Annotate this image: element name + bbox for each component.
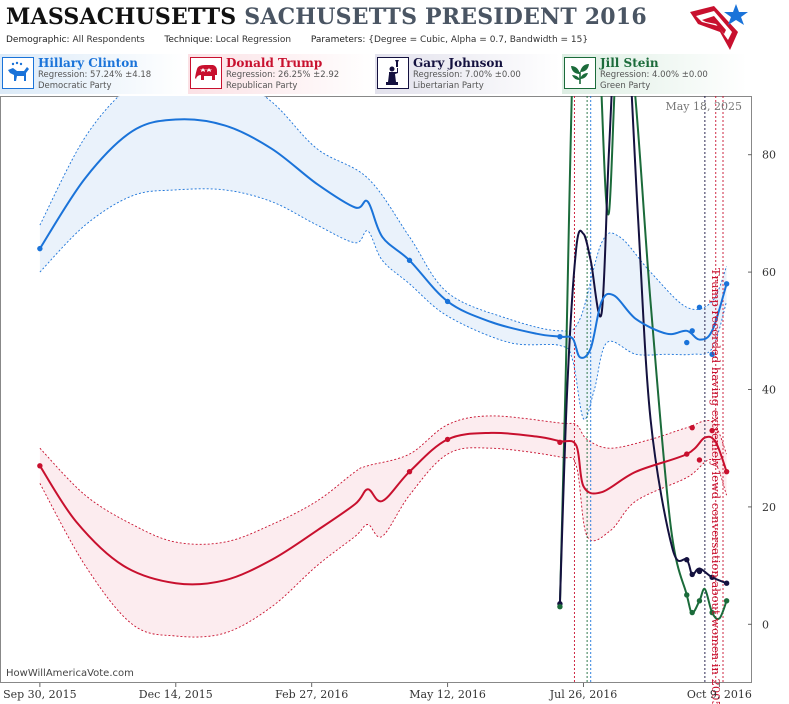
x-tick-label: May 12, 2016 — [409, 688, 486, 701]
legend-party: Republican Party — [226, 81, 298, 91]
candidate-legend: Hillary Clinton Regression: 57.24% ±4.18 D… — [0, 54, 789, 94]
poll-point — [696, 457, 703, 463]
legend-candidate-name: Jill Stein — [600, 56, 659, 70]
poll-point — [723, 580, 730, 586]
y-tick-label: 60 — [762, 266, 776, 279]
poll-point — [444, 298, 451, 305]
legend-party: Green Party — [600, 81, 651, 91]
regression-line-jill-stein — [558, 96, 728, 621]
poll-point — [37, 463, 43, 469]
as-of-date: May 18, 2025 — [665, 100, 742, 113]
howwillamericavote-logo-icon — [690, 4, 748, 50]
poll-point — [723, 598, 730, 604]
poll-point — [684, 339, 690, 346]
band-lower-1 — [39, 447, 728, 638]
y-tick-label: 0 — [762, 618, 769, 631]
legend-party: Libertarian Party — [413, 81, 484, 91]
y-tick-label: 20 — [762, 501, 776, 514]
poll-point — [709, 351, 715, 357]
site-watermark: HowWillAmericaVote.com — [6, 668, 134, 679]
poll-point — [696, 304, 703, 311]
page-title: MASSACHUSETTS SACHUSETTS PRESIDENT 2016 — [6, 4, 647, 30]
parameters-value: {Degree = Cubic, Alpha = 0.7, Bandwidth … — [368, 35, 589, 45]
legend-item-jill-stein: Jill Stein Regression: 4.00% ±0.00 Green P… — [562, 54, 747, 94]
legend-regression: Regression: 26.25% ±2.92 — [226, 70, 340, 80]
legend-candidate-name: Donald Trump — [226, 56, 323, 70]
legend-party: Democratic Party — [38, 81, 112, 91]
regression-line-hillary-clinton — [39, 118, 728, 359]
demographic-label: Demographic: — [6, 35, 70, 45]
poll-point — [37, 245, 43, 252]
poll-point — [696, 598, 703, 604]
poll-point — [689, 609, 695, 616]
band-lower-0 — [39, 188, 728, 420]
poll-point — [557, 439, 563, 446]
legend-regression: Regression: 7.00% ±0.00 — [413, 70, 521, 80]
elephant-icon — [190, 57, 222, 89]
donkey-icon — [2, 57, 34, 89]
y-tick-label: 40 — [762, 384, 776, 397]
band-upper-1 — [39, 415, 728, 545]
x-tick-label: Oct 9, 2016 — [687, 688, 752, 701]
demographic-value: All Respondents — [72, 35, 145, 45]
poll-point — [684, 592, 690, 598]
poll-point — [406, 257, 413, 264]
legend-regression: Regression: 57.24% ±4.18 — [38, 70, 152, 80]
poll-point — [696, 568, 703, 575]
legend-item-gary-johnson: Gary Johnson Regression: 7.00% ±0.00 Liber… — [375, 54, 560, 94]
parameters-label: Parameters: — [310, 35, 366, 45]
legend-candidate-name: Gary Johnson — [413, 56, 504, 70]
x-tick-label: Jul 26, 2016 — [549, 688, 618, 701]
legend-regression: Regression: 4.00% ±0.00 — [600, 70, 708, 80]
poll-point — [689, 424, 695, 431]
poll-point — [709, 574, 715, 581]
legend-item-hillary-clinton: Hillary Clinton Regression: 57.24% ±4.18 D… — [0, 54, 185, 94]
y-tick-label: 80 — [762, 149, 776, 162]
parameters-line: Demographic: All Respondents Technique: … — [6, 35, 588, 45]
poll-point — [723, 281, 730, 287]
poll-point — [557, 333, 563, 340]
title-race: SACHUSETTS PRESIDENT 2016 — [244, 4, 647, 30]
technique-value: Local Regression — [215, 35, 292, 45]
legend-candidate-name: Hillary Clinton — [38, 56, 138, 70]
poll-point — [689, 328, 695, 334]
legend-item-donald-trump: Donald Trump Regression: 26.25% ±2.92 Repu… — [188, 54, 373, 94]
confidence-band-0 — [39, 96, 727, 420]
technique-label: Technique: — [164, 35, 213, 45]
poll-point — [684, 451, 690, 457]
title-state: MASSACHUSETTS — [6, 4, 237, 30]
poll-point — [689, 571, 695, 578]
confidence-band-1 — [39, 415, 727, 638]
event-annotation: Trump recorded having extremely lewd con… — [709, 268, 723, 704]
poll-point — [709, 427, 715, 434]
poll-point — [723, 468, 730, 475]
chart-header: MASSACHUSETTS SACHUSETTS PRESIDENT 2016 … — [0, 0, 789, 52]
plot-area — [37, 96, 730, 683]
poll-point — [444, 436, 451, 443]
statue-of-liberty-icon — [377, 57, 409, 89]
x-tick-label: Feb 27, 2016 — [275, 688, 348, 701]
poll-point — [709, 609, 715, 616]
poll-point — [684, 557, 690, 563]
poll-point — [406, 468, 413, 475]
x-tick-label: Sep 30, 2015 — [3, 688, 77, 701]
poll-point — [557, 603, 563, 610]
regression-line-gary-johnson — [558, 96, 727, 604]
leaf-icon — [564, 57, 596, 89]
x-tick-label: Dec 14, 2015 — [139, 688, 213, 701]
